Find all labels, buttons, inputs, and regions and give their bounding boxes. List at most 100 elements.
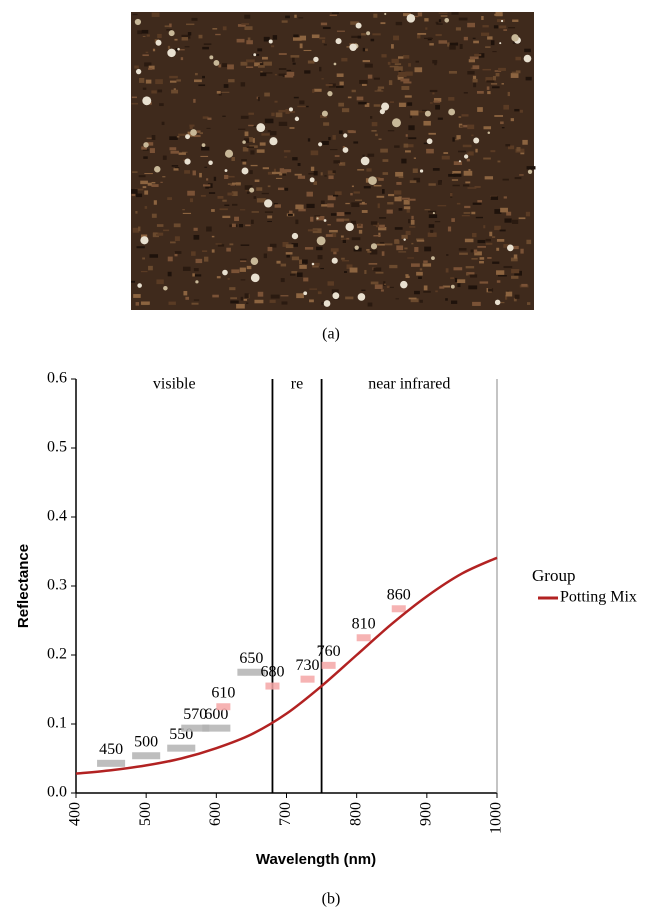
soil-grain (362, 210, 368, 213)
soil-grain (382, 251, 385, 256)
perlite (222, 270, 228, 276)
soil-grain (457, 203, 460, 205)
soil-grain (465, 239, 474, 243)
soil-grain (226, 248, 231, 252)
soil-grain (384, 284, 386, 285)
soil-grain (316, 247, 322, 251)
soil-grain (306, 204, 314, 208)
soil-grain (263, 167, 269, 169)
perlite (177, 48, 180, 51)
soil-grain (271, 295, 280, 299)
perlite (464, 154, 468, 158)
soil-grain (285, 188, 288, 191)
soil-grain (352, 186, 354, 188)
soil-grain (162, 176, 165, 177)
soil-grain (329, 230, 338, 232)
soil-grain (311, 230, 317, 231)
soil-grain (439, 286, 444, 288)
soil-grain (399, 71, 401, 72)
soil-grain (303, 278, 308, 282)
perlite (269, 39, 273, 43)
soil-grain (487, 257, 491, 259)
soil-grain (137, 246, 145, 248)
soil-grain (379, 139, 382, 140)
y-tick-label: 0.2 (47, 646, 67, 663)
soil-grain (295, 174, 302, 176)
soil-grain (157, 224, 164, 227)
soil-grain (429, 214, 437, 218)
soil-grain (194, 299, 199, 300)
soil-grain (411, 263, 420, 267)
soil-grain (151, 184, 158, 187)
soil-grain (423, 260, 427, 262)
soil-grain (481, 33, 489, 36)
soil-grain (466, 266, 474, 268)
soil-grain (228, 176, 235, 178)
soil-grain (289, 211, 293, 214)
soil-grain (241, 159, 247, 161)
soil-grain (363, 60, 370, 62)
soil-grain (136, 302, 139, 306)
soil-grain (371, 130, 376, 131)
soil-grain (396, 22, 402, 25)
soil-grain (146, 52, 149, 53)
soil-grain (312, 34, 320, 38)
soil-grain (318, 255, 323, 259)
soil-grain (135, 211, 137, 214)
soil-grain (274, 169, 276, 172)
soil-grain (464, 171, 473, 176)
soil-grain (426, 149, 434, 154)
soil-grain (288, 214, 293, 216)
soil-grain (133, 14, 138, 15)
soil-grain (222, 216, 230, 218)
soil-grain (453, 267, 462, 270)
soil-grain (281, 278, 285, 282)
soil-grain (423, 121, 430, 126)
soil-grain (479, 261, 484, 263)
soil-grain (483, 158, 491, 160)
soil-grain (500, 121, 504, 124)
soil-grain (408, 219, 410, 223)
soil-grain (350, 268, 358, 273)
soil-grain (456, 27, 461, 30)
soil-grain (464, 212, 471, 214)
soil-grain (459, 18, 468, 21)
perlite (420, 169, 423, 172)
perlite (349, 44, 356, 51)
soil-grain (131, 281, 135, 283)
soil-grain (298, 163, 301, 166)
band-label: 760 (317, 643, 341, 660)
soil-grain (183, 267, 191, 271)
soil-grain (289, 127, 294, 129)
soil-grain (249, 137, 253, 142)
soil-grain (304, 70, 310, 73)
soil-grain (144, 190, 148, 194)
soil-grain (364, 186, 371, 188)
soil-grain (337, 212, 345, 216)
soil-grain (292, 157, 297, 160)
soil-grain (521, 284, 527, 287)
soil-grain (169, 136, 178, 140)
soil-grain (472, 65, 479, 69)
soil-grain (527, 302, 530, 305)
perlite (289, 107, 293, 111)
soil-grain (206, 227, 212, 232)
soil-grain (511, 276, 518, 279)
soil-grain (380, 22, 385, 24)
soil-grain (460, 44, 463, 49)
soil-grain (411, 220, 415, 225)
soil-grain (446, 254, 448, 256)
soil-grain (174, 39, 177, 41)
soil-grain (314, 215, 320, 216)
soil-grain (290, 274, 295, 276)
soil-grain (163, 156, 167, 160)
soil-grain (342, 108, 349, 112)
perlite (343, 133, 347, 137)
perlite (332, 292, 339, 299)
perlite (142, 96, 151, 105)
soil-grain (466, 273, 469, 275)
perlite (295, 117, 299, 121)
soil-grain (328, 175, 333, 179)
soil-grain (401, 86, 409, 90)
soil-grain (140, 181, 148, 185)
